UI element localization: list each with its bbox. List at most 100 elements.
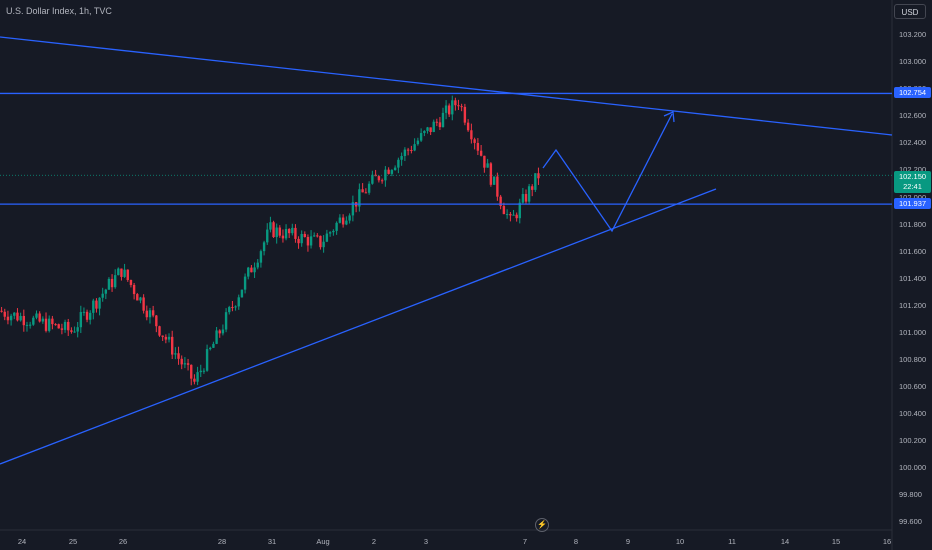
price-label: 102.400 <box>899 138 927 147</box>
candle-body <box>451 100 454 115</box>
candle-body <box>148 310 152 318</box>
last-price-value: 102.150 <box>898 172 927 181</box>
candle-body <box>253 267 256 273</box>
candle-body <box>231 307 234 309</box>
candle-body <box>151 310 155 316</box>
candle-body <box>476 142 480 151</box>
candle-body <box>262 242 266 252</box>
candle-body <box>113 275 117 288</box>
price-label: 100.800 <box>899 355 927 364</box>
candle-body <box>196 372 199 382</box>
time-label: 11 <box>728 537 736 546</box>
candle-body <box>435 121 439 123</box>
candle-body <box>297 238 300 244</box>
lightning-icon[interactable]: ⚡ <box>535 518 549 532</box>
bar-countdown: 22:41 <box>903 182 922 191</box>
candle-body <box>209 347 212 350</box>
descending-trendline <box>0 36 893 136</box>
candle-body <box>19 315 22 321</box>
candle-body <box>351 202 355 216</box>
candle-body <box>397 159 400 168</box>
candle-body <box>406 149 410 151</box>
candle-body <box>413 144 416 151</box>
candle-body <box>275 227 278 238</box>
candle-body <box>16 312 19 321</box>
time-label: 26 <box>118 537 128 546</box>
candle-body <box>266 229 269 243</box>
candle-body <box>492 176 496 185</box>
price-label: 100.600 <box>899 382 927 391</box>
price-label: 99.800 <box>899 490 922 499</box>
candle-body <box>243 276 247 290</box>
candle-body <box>278 227 282 236</box>
candle-body <box>234 306 237 308</box>
candle-body <box>444 105 448 113</box>
candle-body <box>466 122 470 131</box>
candle-body <box>167 336 171 340</box>
candle-body <box>499 196 502 207</box>
candle-body <box>38 313 41 322</box>
price-label: 101.800 <box>899 220 927 229</box>
price-label: 100.200 <box>899 436 927 445</box>
candle-body <box>473 139 476 143</box>
candle-body <box>6 316 10 321</box>
candle-body <box>240 289 244 298</box>
candle-body <box>82 311 86 313</box>
candle-body <box>142 297 145 311</box>
candle-body <box>457 105 460 107</box>
time-label: 28 <box>217 537 227 546</box>
symbol-title[interactable]: U.S. Dollar Index, 1h, TVC <box>6 6 112 16</box>
candle-body <box>512 214 515 216</box>
price-label: 101.000 <box>899 328 927 337</box>
price-label: 99.600 <box>899 517 922 526</box>
candle-body <box>515 214 518 219</box>
candle-body <box>221 329 225 334</box>
candle-body <box>126 269 129 281</box>
candle-body <box>136 294 139 301</box>
candle-body <box>489 163 493 185</box>
last-price-tag: 102.150 22:41 <box>894 171 931 193</box>
candle-body <box>345 220 348 225</box>
time-label: 9 <box>625 537 631 546</box>
price-label: 101.600 <box>899 247 927 256</box>
candle-body <box>85 311 89 320</box>
candle-body <box>371 174 374 184</box>
support-price-tag: 101.937 <box>894 198 931 209</box>
resistance-price-tag: 102.754 <box>894 87 931 98</box>
candle-body <box>98 297 101 309</box>
candle-body <box>287 228 291 234</box>
candle-body <box>341 217 345 225</box>
candle-body <box>483 155 486 168</box>
candle-body <box>291 227 294 234</box>
candle-body <box>35 313 38 318</box>
price-label: 103.000 <box>899 57 927 66</box>
candle-body <box>104 289 108 294</box>
candle-body <box>161 335 164 337</box>
candle-body <box>470 130 473 140</box>
price-label: 102.600 <box>899 111 927 120</box>
candle-body <box>432 121 435 132</box>
candle-body <box>322 241 325 248</box>
candle-body <box>419 133 423 141</box>
time-label: 25 <box>68 537 78 546</box>
candle-body <box>377 176 381 181</box>
candle-body <box>534 173 537 190</box>
candle-body <box>328 232 332 234</box>
candle-body <box>129 280 133 285</box>
candle-body <box>361 189 364 193</box>
candle-body <box>272 222 275 238</box>
currency-button[interactable]: USD <box>894 4 926 19</box>
candle-body <box>303 233 307 237</box>
price-label: 100.400 <box>899 409 927 418</box>
candle-body <box>28 324 32 326</box>
candle-body <box>367 183 371 193</box>
candle-body <box>312 235 316 237</box>
candle-body <box>259 251 263 263</box>
projection-path <box>542 113 673 233</box>
candle-body <box>390 170 394 174</box>
time-label: 15 <box>831 537 841 546</box>
candle-body <box>158 326 161 336</box>
candle-body <box>79 312 83 328</box>
candle-body <box>202 370 206 372</box>
